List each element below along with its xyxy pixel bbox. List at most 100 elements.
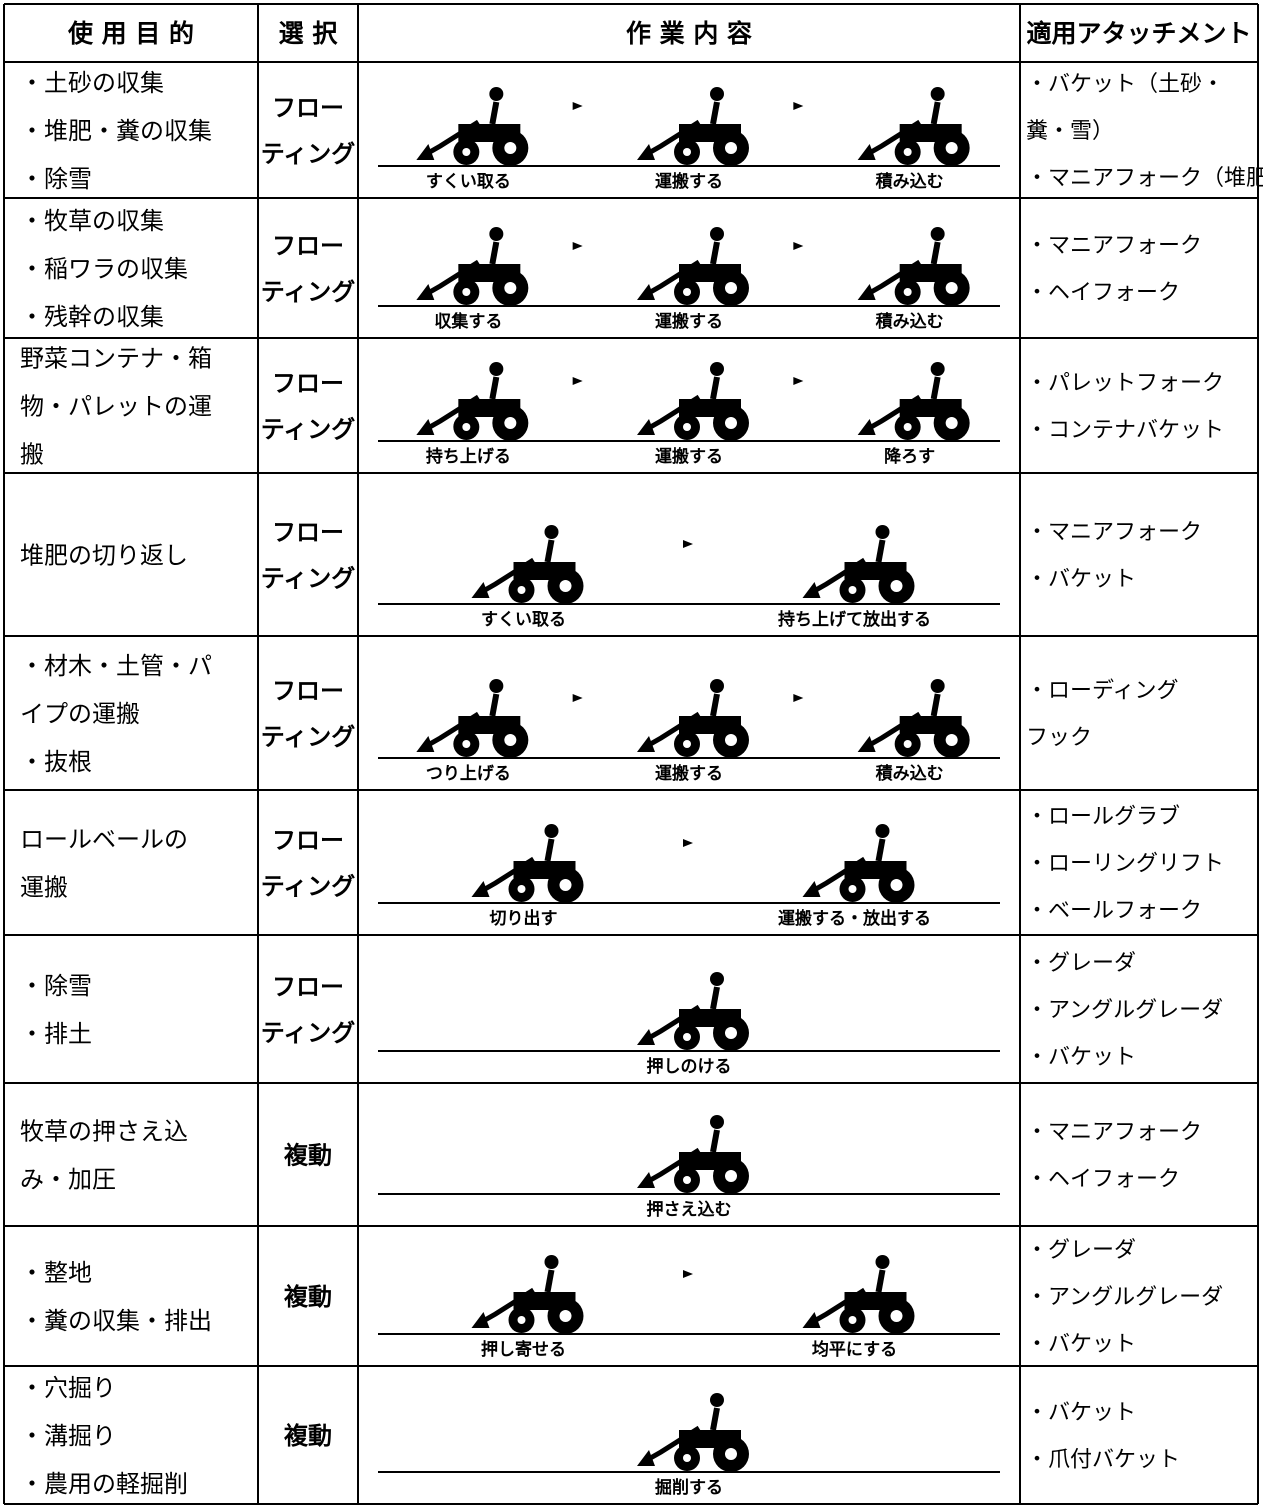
- arrow: [683, 839, 693, 847]
- selection-text: ティング: [261, 278, 356, 306]
- attachment-text: ・バケット: [1026, 1401, 1136, 1426]
- attachment-text: ・ローディング: [1026, 679, 1178, 704]
- selection-text: フロー: [272, 677, 344, 705]
- wheel-hub: [725, 1448, 737, 1460]
- attachment-text: ・マニアフォーク: [1026, 1120, 1202, 1145]
- driver: [544, 1269, 555, 1293]
- selection-text: ティング: [261, 873, 356, 901]
- wheel-hub: [559, 879, 572, 891]
- driver-head: [875, 1255, 890, 1269]
- selection-text: ティング: [261, 1019, 356, 1047]
- bucket: [637, 284, 655, 300]
- bucket: [471, 881, 490, 897]
- wheel-hub: [683, 1454, 691, 1462]
- wheel-hub: [903, 148, 912, 156]
- driver-head: [710, 362, 724, 376]
- attachment-text: ・バケット: [1026, 1332, 1136, 1357]
- caption: 切り出す: [490, 908, 558, 929]
- caption: 押しのける: [647, 1056, 732, 1077]
- attachment-text: ・ヘイフォーク: [1026, 281, 1180, 306]
- purpose-text: ・稲ワラの収集: [20, 255, 188, 283]
- driver: [930, 376, 941, 400]
- driver: [489, 101, 500, 125]
- bucket: [802, 881, 821, 897]
- wheel-hub: [462, 288, 471, 296]
- illustration: [378, 362, 1000, 442]
- driver-head: [489, 227, 504, 241]
- driver: [710, 376, 720, 400]
- arrow: [572, 242, 583, 250]
- bucket: [471, 582, 490, 598]
- attachment-text: ・アングルグレーダ: [1026, 1285, 1223, 1310]
- arrow: [683, 540, 693, 548]
- attachment-text: ・ロールグラブ: [1026, 805, 1180, 830]
- driver-head: [710, 679, 724, 693]
- arrow: [683, 1270, 693, 1278]
- purpose-text: み・加圧: [20, 1166, 116, 1194]
- caption: 持ち上げる: [426, 446, 511, 467]
- bucket: [416, 419, 435, 435]
- caption: 均平にする: [812, 1339, 897, 1360]
- caption: 運搬する: [655, 446, 723, 467]
- selection-text: フロー: [272, 370, 344, 398]
- purpose-text: ・溝掘り: [20, 1422, 116, 1450]
- driver: [710, 1407, 720, 1431]
- caption: 積み込む: [876, 763, 944, 784]
- selection-text: フロー: [272, 973, 344, 1001]
- header-cell: 使 用 目 的: [67, 19, 194, 48]
- illustration: [378, 824, 1000, 904]
- purpose-text: 牧草の押さえ込: [20, 1118, 188, 1146]
- wheel-hub: [890, 1310, 903, 1322]
- purpose-text: ・牧草の収集: [20, 207, 164, 235]
- wheel-hub: [559, 580, 572, 592]
- header-cell: 選 択: [279, 19, 339, 48]
- wheel-hub: [517, 1316, 526, 1324]
- purpose-text: ・土砂の収集: [20, 69, 164, 97]
- driver-head: [930, 362, 945, 376]
- attachment-text: ・グレーダ: [1026, 1238, 1136, 1263]
- purpose-text: ・材木・土管・パ: [20, 652, 212, 680]
- driver: [710, 693, 720, 717]
- purpose-text: ・穴掘り: [20, 1374, 116, 1402]
- purpose-text: ・堆肥・糞の収集: [20, 117, 212, 145]
- arrow: [572, 694, 583, 702]
- caption: 積み込む: [876, 171, 944, 192]
- purpose-text: ・抜根: [20, 748, 92, 776]
- illustration: [378, 1115, 1000, 1195]
- bucket: [637, 1172, 655, 1188]
- purpose-text: イプの運搬: [20, 700, 140, 728]
- wheel-hub: [462, 148, 471, 156]
- wheel-hub: [683, 288, 691, 296]
- attachment-text: ・バケット: [1026, 1045, 1136, 1070]
- wheel-hub: [504, 734, 517, 746]
- wheel-hub: [903, 740, 912, 748]
- wheel-hub: [725, 1027, 737, 1039]
- attachment-text: ・爪付バケット: [1026, 1448, 1180, 1473]
- wheel-hub: [725, 734, 737, 746]
- driver-head: [489, 87, 504, 101]
- arrow: [572, 377, 583, 385]
- wheel-hub: [848, 885, 857, 893]
- bucket: [416, 144, 435, 160]
- purpose-text: 堆肥の切り返し: [20, 542, 188, 570]
- wheel-hub: [683, 1176, 691, 1184]
- driver: [710, 1129, 720, 1153]
- driver-head: [710, 1115, 724, 1129]
- wheel-hub: [517, 885, 526, 893]
- attachment-text: ・コンテナバケット: [1026, 418, 1224, 443]
- driver-head: [930, 227, 945, 241]
- wheel-hub: [848, 1316, 857, 1324]
- illustration: [378, 972, 1000, 1052]
- driver-head: [710, 972, 724, 986]
- bucket: [802, 1312, 821, 1328]
- attachment-text: ・ヘイフォーク: [1026, 1167, 1180, 1192]
- purpose-text: ・排土: [20, 1020, 92, 1048]
- purpose-text: 運搬: [20, 874, 68, 902]
- wheel-hub: [462, 423, 471, 431]
- illustration: [378, 227, 1000, 307]
- wheel-hub: [725, 282, 737, 294]
- purpose-text: ・除雪: [20, 165, 92, 193]
- purpose-text: ・除雪: [20, 972, 92, 1000]
- purpose-text: ・整地: [20, 1259, 92, 1287]
- selection-text: フロー: [272, 519, 344, 547]
